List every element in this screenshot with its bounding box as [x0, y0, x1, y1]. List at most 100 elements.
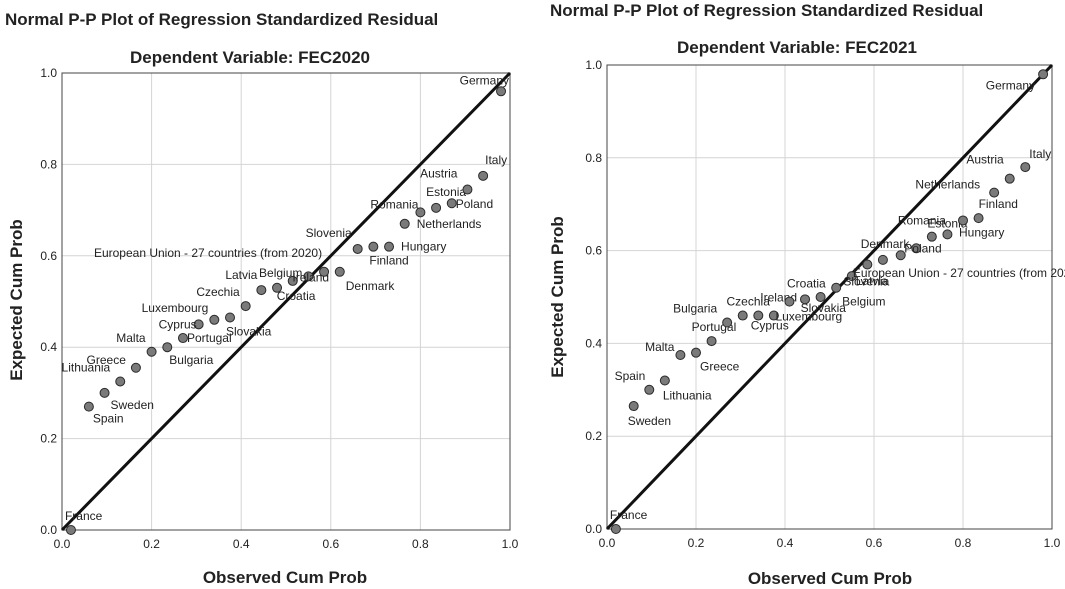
data-point: [722, 317, 733, 328]
point-label: Hungary: [401, 240, 446, 254]
y-tick-label: 0.6: [40, 249, 57, 263]
point-label: Finland: [979, 197, 1018, 211]
x-axis-label: Observed Cum Prob: [748, 569, 912, 588]
point-label: Cyprus: [751, 319, 789, 333]
point-label: Hungary: [959, 225, 1004, 239]
point-label: Bulgaria: [673, 302, 717, 316]
point-label: Estonia: [426, 185, 466, 199]
data-point: [675, 350, 686, 360]
plot-frame: [61, 72, 511, 531]
data-point: [1038, 69, 1049, 80]
point-label: Croatia: [787, 276, 826, 290]
data-point: [691, 347, 701, 358]
point-label: France: [65, 509, 103, 523]
data-point: [862, 259, 873, 270]
data-point: [115, 376, 126, 387]
pp-plot-fec2021: Normal P-P Plot of Regression Standardiz…: [548, 1, 1065, 588]
point-label: Romania: [370, 197, 418, 211]
point-label: Greece: [87, 353, 127, 367]
chart-subtitle: Dependent Variable: FEC2021: [677, 38, 917, 57]
point-label: Czechia: [727, 295, 771, 309]
point-label: Romania: [898, 214, 946, 228]
point-label: Finland: [369, 254, 408, 268]
data-point: [256, 285, 267, 296]
data-point: [462, 184, 473, 195]
data-point: [334, 266, 345, 277]
x-tick-label: 1.0: [1044, 536, 1061, 550]
point-label: Spain: [615, 369, 646, 383]
point-label: Malta: [645, 340, 675, 354]
point-label: Denmark: [346, 279, 396, 293]
data-point: [65, 525, 76, 535]
data-point: [706, 336, 717, 347]
x-tick-label: 0.8: [955, 536, 972, 550]
point-label: Belgium: [842, 295, 885, 309]
y-tick-label: 0.8: [585, 151, 602, 165]
data-point: [768, 310, 779, 321]
data-point: [737, 310, 748, 321]
data-point: [877, 254, 888, 265]
pp-plot-fec2020: Normal P-P Plot of Regression Standardiz…: [5, 10, 519, 587]
data-point: [784, 296, 795, 307]
point-label: Slovenia: [306, 226, 352, 240]
data-point: [177, 333, 188, 344]
data-point: [303, 271, 314, 282]
data-point: [1004, 173, 1015, 184]
data-point: [800, 294, 811, 305]
x-tick-label: 0.2: [688, 536, 705, 550]
data-point: [130, 362, 141, 373]
point-label: Bulgaria: [169, 353, 213, 367]
data-point: [415, 207, 426, 218]
data-point: [225, 312, 235, 323]
data-point: [628, 401, 639, 412]
point-label: Spain: [93, 412, 124, 426]
point-label: France: [610, 508, 648, 522]
data-point: [146, 346, 157, 357]
chart-title: Normal P-P Plot of Regression Standardiz…: [5, 10, 438, 29]
point-label: Poland: [456, 197, 493, 211]
data-point: [368, 241, 379, 252]
point-label: Sweden: [111, 398, 154, 412]
data-point: [496, 86, 507, 97]
data-point: [384, 241, 395, 252]
point-label: European Union - 27 countries (from 2020…: [853, 266, 1065, 280]
y-axis-label: Expected Cum Prob: [548, 216, 567, 378]
point-label: Greece: [700, 360, 740, 374]
data-point: [1020, 162, 1031, 173]
y-tick-label: 0.2: [40, 432, 57, 446]
data-point: [431, 202, 442, 213]
x-tick-label: 0.4: [777, 536, 794, 550]
point-label: Austria: [966, 153, 1004, 167]
y-tick-label: 0.8: [40, 157, 57, 171]
data-point: [99, 387, 110, 398]
point-label: Sweden: [628, 414, 671, 428]
data-point: [478, 170, 489, 181]
point-label: Italy: [1029, 147, 1051, 161]
point-label: Austria: [420, 167, 458, 181]
point-label: Czechia: [196, 285, 240, 299]
x-tick-label: 0.6: [866, 536, 883, 550]
point-label: Portugal: [187, 331, 232, 345]
point-label: Slovakia: [801, 301, 847, 315]
plot-frame: [606, 64, 1053, 530]
point-label: Denmark: [861, 237, 911, 251]
point-label: European Union - 27 countries (from 2020…: [94, 246, 322, 260]
point-label: Slovakia: [226, 324, 272, 338]
data-point: [209, 314, 220, 325]
x-tick-label: 1.0: [502, 537, 519, 551]
y-tick-label: 0.4: [40, 340, 57, 354]
reference-line: [60, 71, 512, 532]
y-axis-label: Expected Cum Prob: [7, 219, 26, 381]
point-label: Italy: [485, 153, 507, 167]
point-label: Croatia: [277, 289, 316, 303]
y-tick-label: 0.2: [585, 429, 602, 443]
plot-area: 0.0 0.2 0.4 0.6 0.8 1.0 0.0 0.2 0.4 0.6 0.8 1.0 Fran…: [585, 58, 1065, 550]
data-point: [989, 187, 1000, 198]
point-label: Latvia: [225, 268, 257, 282]
data-point: [319, 266, 330, 277]
point-label: Estonia: [927, 216, 967, 230]
x-axis-label: Observed Cum Prob: [203, 568, 367, 587]
x-tick-label: 0.2: [143, 537, 160, 551]
point-label: Germany: [460, 73, 509, 87]
y-tick-label: 1.0: [585, 58, 602, 72]
